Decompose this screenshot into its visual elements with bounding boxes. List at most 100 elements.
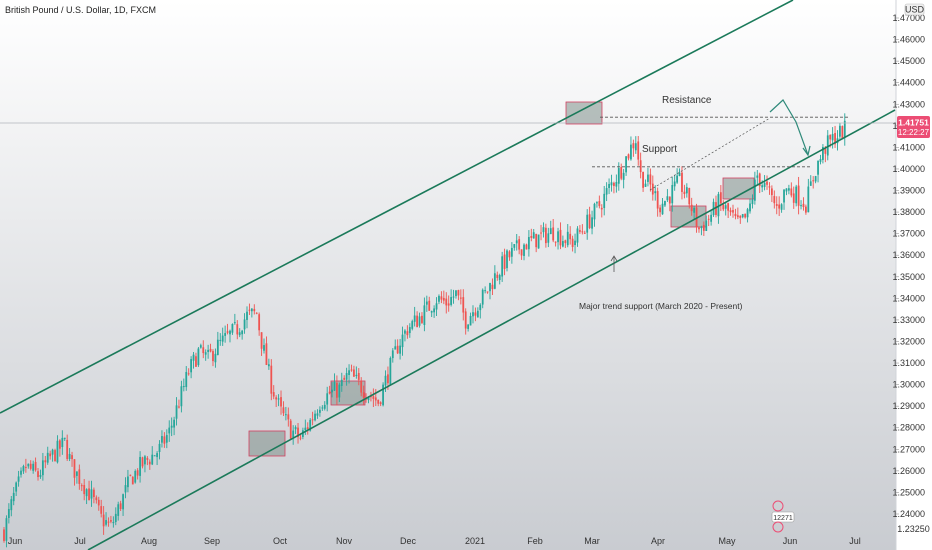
candle-body [666, 196, 669, 201]
candle-body [457, 290, 460, 296]
candle-body [792, 193, 795, 203]
candle-body [661, 203, 664, 215]
candle-body [542, 227, 545, 233]
candle-body [5, 518, 8, 541]
candle-body [596, 202, 598, 204]
candle-body [83, 485, 86, 495]
candle-body [523, 244, 525, 256]
candle-body [761, 185, 764, 188]
candle-body [17, 476, 20, 482]
candle-body [831, 133, 834, 141]
candle-body [559, 229, 562, 246]
candle-body [384, 375, 387, 386]
bottom-price-tag: 1.23250 [897, 523, 930, 535]
candle-body [151, 454, 154, 465]
candle-body [258, 314, 261, 331]
candle-body [729, 210, 732, 213]
candle-body [778, 204, 781, 209]
candle-body [338, 384, 341, 398]
candle-body [44, 460, 47, 463]
candle-body [316, 413, 319, 416]
candle-body [158, 443, 161, 453]
candle-body [766, 181, 768, 185]
candle-body [80, 485, 83, 487]
candle-body [168, 427, 171, 434]
candle-body [532, 232, 535, 239]
candle-body [297, 427, 299, 438]
candle-body [195, 356, 197, 367]
candle-body [248, 309, 251, 311]
candle-body [328, 391, 331, 394]
candle-body [790, 188, 793, 196]
price-tick-label: 1.27000 [892, 444, 925, 454]
event-badge[interactable]: 12271 [771, 500, 795, 533]
candles [3, 113, 846, 548]
candle-body [583, 232, 586, 234]
candle-body [263, 345, 265, 351]
candle-body [3, 529, 5, 541]
candle-body [406, 331, 409, 336]
price-tick-label: 1.39000 [892, 186, 925, 196]
candle-body [32, 463, 35, 471]
candle-body [783, 189, 785, 203]
candle-body [591, 217, 593, 229]
channel-lower-line [87, 109, 896, 550]
candle-body [839, 125, 841, 137]
price-tick-label: 1.26000 [892, 466, 925, 476]
candle-body [822, 147, 824, 160]
candle-body [588, 214, 591, 229]
candle-body [605, 188, 608, 195]
candle-body [467, 324, 470, 329]
candle-body [600, 207, 603, 210]
candle-body [824, 148, 827, 154]
candle-body [319, 409, 321, 413]
candle-body [739, 215, 742, 218]
candle-body [800, 205, 802, 207]
time-tick-label: Nov [336, 536, 353, 546]
candle-body [719, 192, 722, 204]
candle-body [382, 384, 384, 406]
candle-body [843, 120, 846, 138]
candle-body [525, 244, 528, 250]
currency-label: USD [905, 5, 925, 15]
candle-body [404, 330, 406, 334]
trend-lines [0, 0, 896, 550]
candle-body [557, 231, 559, 243]
rising-wedge-line [649, 117, 771, 191]
candle-body [144, 456, 146, 465]
candle-body [311, 419, 314, 421]
candle-body [603, 193, 606, 208]
candle-body [250, 308, 253, 312]
candle-body [807, 186, 810, 213]
candle-body [598, 201, 601, 207]
time-tick-label: Apr [651, 536, 665, 546]
candle-body [216, 339, 219, 355]
time-tick-label: Sep [204, 536, 220, 546]
candle-body [355, 374, 358, 377]
candle-body [622, 172, 625, 180]
time-tick-label: Jul [74, 536, 86, 546]
candle-body [700, 226, 703, 229]
candle-body [275, 397, 278, 400]
candle-body [819, 158, 822, 162]
candle-body [785, 188, 788, 192]
candle-body [617, 168, 620, 184]
candle-body [182, 386, 185, 388]
time-tick-label: Jun [8, 536, 23, 546]
time-tick-label: Oct [273, 536, 288, 546]
candle-body [826, 135, 829, 156]
currency-badge[interactable]: USD [904, 3, 925, 16]
price-tick-label: 1.25000 [892, 487, 925, 497]
price-axis[interactable] [896, 0, 932, 550]
candle-body [238, 332, 241, 336]
candle-body [469, 315, 472, 326]
candle-body [775, 204, 778, 206]
candle-body [479, 304, 482, 311]
candle-body [29, 463, 32, 469]
candle-body [552, 227, 555, 241]
candle-body [515, 240, 518, 244]
candle-body [809, 181, 812, 186]
candle-body [673, 181, 676, 187]
